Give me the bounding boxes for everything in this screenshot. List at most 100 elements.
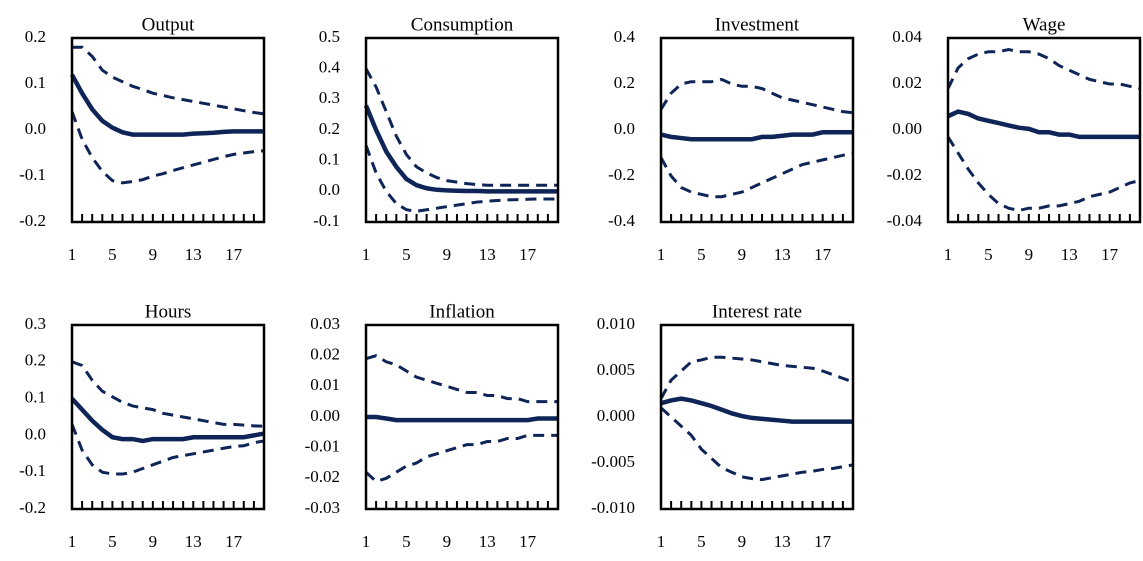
plot-frame — [70, 323, 266, 511]
x-tick-label: 17 — [814, 245, 832, 264]
y-tick-label: 0.2 — [319, 119, 340, 138]
band-line — [70, 423, 265, 476]
y-tick-label: -0.005 — [591, 452, 635, 471]
band-line — [72, 45, 265, 116]
x-tick-label: 5 — [108, 532, 117, 551]
y-tick-label: -0.02 — [887, 165, 922, 184]
y-tick-label: 0.0 — [25, 119, 46, 138]
band-line — [365, 354, 558, 404]
y-tick-label: 0.5 — [319, 27, 340, 46]
y-tick-label: 0.3 — [25, 314, 46, 333]
x-tick-label: 9 — [738, 532, 747, 551]
y-tick-label: 0.0 — [25, 424, 46, 443]
y-tick-label: -0.04 — [887, 211, 923, 230]
x-tick-label: 1 — [68, 532, 77, 551]
y-tick-label: 0.000 — [597, 406, 635, 425]
band-line — [364, 433, 558, 484]
y-tick-label: -0.1 — [19, 461, 46, 480]
y-tick-label: 0.00 — [310, 406, 340, 425]
x-tick-label: 17 — [519, 245, 537, 264]
x-tick-label: 1 — [362, 245, 371, 264]
y-tick-label: 0.4 — [614, 27, 636, 46]
x-tick-label: 9 — [149, 245, 158, 264]
x-tick-label: 5 — [402, 532, 411, 551]
band-line — [659, 355, 854, 400]
plot-frame — [946, 36, 1142, 224]
x-tick-label: 13 — [185, 532, 202, 551]
y-tick-label: 0.2 — [614, 73, 635, 92]
y-tick-label: 0.010 — [597, 314, 635, 333]
y-tick-label: 0.0 — [319, 180, 340, 199]
band-line — [364, 67, 558, 187]
chart-title: Interest rate — [712, 301, 802, 322]
x-tick-label: 17 — [519, 532, 537, 551]
band-line — [659, 77, 854, 115]
x-tick-label: 9 — [149, 532, 158, 551]
x-tick-label: 5 — [697, 245, 706, 264]
x-tick-label: 17 — [814, 532, 832, 551]
x-tick-label: 17 — [225, 532, 243, 551]
y-tick-label: 0.00 — [892, 119, 922, 138]
x-tick-label: 9 — [443, 532, 452, 551]
x-tick-label: 1 — [944, 245, 953, 264]
x-tick-label: 17 — [225, 245, 243, 264]
y-tick-label: -0.010 — [591, 498, 635, 517]
x-tick-label: 13 — [774, 245, 791, 264]
x-tick-label: 9 — [738, 245, 747, 264]
response-line — [70, 73, 264, 137]
y-tick-label: -0.02 — [305, 467, 340, 486]
x-tick-label: 1 — [657, 532, 666, 551]
x-tick-label: 13 — [774, 532, 791, 551]
x-tick-label: 5 — [697, 532, 706, 551]
y-tick-label: 0.1 — [319, 150, 340, 169]
chart-title: Hours — [145, 301, 191, 322]
band-line — [71, 360, 265, 428]
y-tick-label: 0.1 — [25, 388, 46, 407]
band-line — [946, 47, 1141, 91]
y-tick-label: 0.4 — [319, 58, 341, 77]
band-line — [364, 144, 558, 213]
band-line — [659, 406, 854, 482]
band-line — [70, 111, 265, 185]
x-tick-label: 1 — [657, 245, 666, 264]
plot-frame — [70, 36, 266, 224]
y-tick-label: 0.005 — [597, 360, 635, 379]
y-tick-label: -0.4 — [608, 211, 635, 230]
y-tick-label: 0.2 — [25, 27, 46, 46]
x-tick-label: 13 — [1061, 245, 1078, 264]
plot-frame — [659, 36, 855, 224]
y-tick-label: -0.2 — [19, 498, 46, 517]
chart-title: Consumption — [411, 14, 514, 35]
y-tick-label: 0.2 — [25, 351, 46, 370]
plot-frame — [364, 36, 560, 224]
x-tick-label: 13 — [185, 245, 202, 264]
response-line — [70, 397, 265, 444]
y-tick-label: 0.3 — [319, 88, 340, 107]
response-line — [363, 104, 558, 194]
y-tick-label: -0.2 — [19, 211, 46, 230]
y-tick-label: -0.1 — [19, 165, 46, 184]
x-tick-label: 13 — [479, 532, 496, 551]
y-tick-label: 0.03 — [310, 314, 340, 333]
response-line — [947, 109, 1140, 140]
y-tick-label: 0.04 — [892, 27, 922, 46]
chart-title: Investment — [715, 14, 800, 35]
x-tick-label: 5 — [402, 245, 411, 264]
plot-frame — [659, 323, 855, 511]
x-tick-label: 9 — [443, 245, 452, 264]
y-tick-label: 0.02 — [892, 73, 922, 92]
x-tick-label: 5 — [108, 245, 117, 264]
band-line — [659, 151, 854, 199]
x-tick-label: 9 — [1025, 245, 1034, 264]
chart-title: Inflation — [429, 301, 495, 322]
response-line — [660, 396, 853, 424]
x-tick-label: 1 — [68, 245, 77, 264]
chart-title: Wage — [1023, 14, 1066, 35]
y-tick-label: -0.01 — [305, 437, 340, 456]
y-tick-label: -0.1 — [313, 211, 340, 230]
y-tick-label: 0.0 — [614, 119, 635, 138]
y-tick-label: 0.1 — [25, 73, 46, 92]
y-tick-label: -0.2 — [608, 165, 635, 184]
y-tick-label: -0.03 — [305, 498, 340, 517]
